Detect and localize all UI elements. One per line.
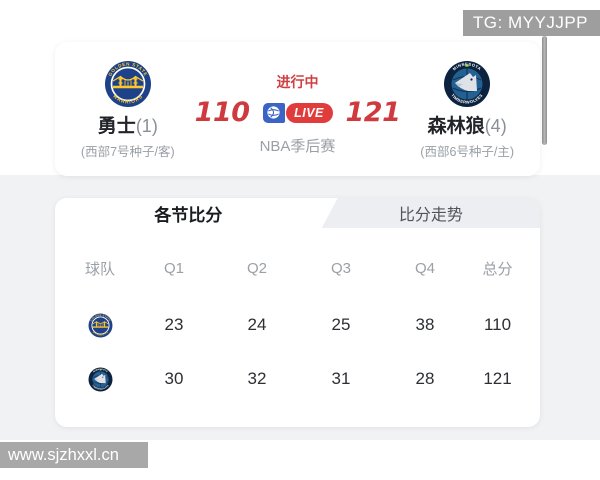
match-status-label: 进行中	[276, 74, 319, 90]
score-row: 110 LIVE 121	[195, 97, 401, 128]
table-row-timberwolves: 30 32 31 28 121	[67, 352, 528, 406]
score-panel-card: 各节比分 比分走势 球队 Q1 Q2 Q3 Q4 总分 23 24 25 38 …	[55, 198, 540, 427]
cell-q2: 24	[247, 315, 267, 334]
tg-watermark-banner: TG: MYYJJPP	[462, 10, 600, 36]
match-center-block: 进行中 110 LIVE 121 NBA季后赛	[195, 56, 401, 156]
away-team-subtitle: (西部7号种子/客)	[80, 145, 175, 159]
cell-q4: 28	[415, 369, 435, 388]
live-label: LIVE	[285, 102, 333, 123]
warriors-logo-small-icon	[88, 313, 113, 338]
home-team-block: 森林狼(4) (西部6号种子/主)	[400, 56, 534, 160]
away-team-block: 勇士(1) (西部7号种子/客)	[61, 56, 195, 160]
away-team-name-text: 勇士	[97, 116, 136, 137]
cell-q3: 31	[331, 369, 351, 388]
cell-q4: 38	[415, 315, 435, 334]
away-team-name: 勇士(1)	[98, 115, 158, 138]
col-header-q1: Q1	[163, 259, 184, 277]
live-badge: LIVE	[262, 102, 333, 123]
site-watermark: www.sjzhxxl.cn	[0, 442, 148, 468]
col-header-q2: Q2	[246, 259, 267, 277]
home-team-name-text: 森林狼	[427, 116, 485, 137]
cell-q1: 30	[164, 369, 184, 388]
vertical-scrollbar[interactable]	[542, 36, 547, 145]
col-header-q3: Q3	[330, 259, 351, 277]
cell-q1: 23	[164, 315, 184, 334]
cell-total: 121	[483, 369, 512, 388]
table-header-row: 球队 Q1 Q2 Q3 Q4 总分	[67, 252, 528, 284]
league-label: NBA季后赛	[259, 138, 336, 155]
away-score: 110	[194, 97, 250, 128]
warriors-logo-icon	[104, 60, 152, 108]
home-team-name: 森林狼(4)	[428, 115, 507, 138]
timberwolves-logo-icon	[443, 60, 491, 108]
home-team-subtitle: (西部6号种子/主)	[420, 145, 515, 159]
tab-quarter-scores[interactable]: 各节比分	[55, 198, 322, 228]
row-team-logo	[67, 313, 133, 338]
cell-total: 110	[483, 315, 512, 334]
live-globe-icon	[262, 102, 285, 123]
col-header-team: 球队	[84, 260, 115, 278]
tab-bar: 各节比分 比分走势	[55, 198, 540, 228]
cell-q3: 25	[331, 315, 351, 334]
match-header-card: 勇士(1) (西部7号种子/客) 进行中 110 LIVE 121 NBA季后赛…	[55, 42, 540, 176]
quarter-score-table: 球队 Q1 Q2 Q3 Q4 总分 23 24 25 38 110	[55, 252, 540, 406]
tab-score-trend[interactable]: 比分走势	[321, 198, 540, 228]
col-header-total: 总分	[482, 260, 513, 278]
row-team-logo	[67, 367, 133, 392]
home-team-seed: (4)	[484, 116, 507, 136]
timberwolves-logo-small-icon	[88, 367, 113, 392]
col-header-q4: Q4	[414, 259, 435, 277]
home-score: 121	[345, 97, 401, 128]
away-team-seed: (1)	[135, 116, 158, 136]
table-row-warriors: 23 24 25 38 110	[67, 298, 528, 352]
cell-q2: 32	[247, 369, 267, 388]
